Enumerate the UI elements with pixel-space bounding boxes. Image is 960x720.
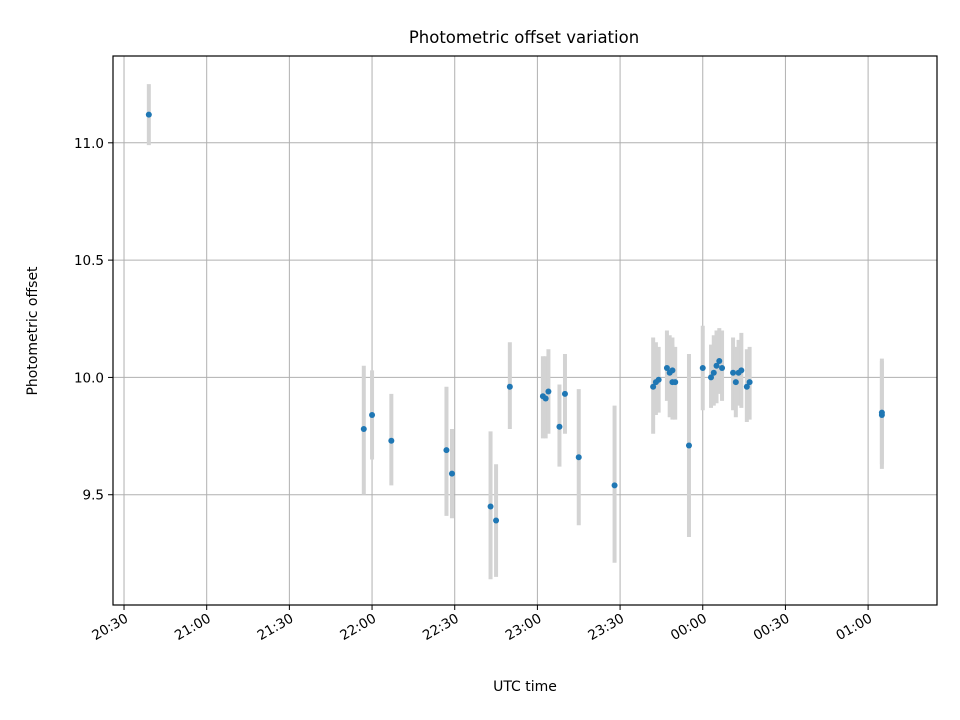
data-point: [561, 390, 568, 397]
data-point: [493, 517, 500, 524]
data-point: [487, 503, 494, 510]
y-axis-title: Photometric offset: [25, 266, 41, 396]
data-point: [145, 111, 152, 118]
data-point: [685, 442, 692, 449]
data-point: [443, 447, 450, 454]
y-tick-label: 10.5: [74, 253, 104, 269]
x-axis-title: UTC time: [493, 679, 557, 695]
data-point: [732, 379, 739, 386]
data-point: [556, 423, 563, 430]
data-point: [388, 437, 395, 444]
plot-frame: [112, 55, 938, 606]
data-point: [663, 365, 670, 372]
data-point: [716, 358, 723, 364]
y-tick-label: 9.5: [83, 488, 104, 504]
data-point: [746, 379, 753, 386]
data-point: [650, 383, 657, 390]
data-points: [145, 111, 885, 524]
grid-lines: [113, 56, 937, 605]
data-point: [575, 454, 582, 461]
y-tick-label: 10.0: [74, 370, 104, 386]
data-point: [713, 362, 720, 369]
data-point: [719, 365, 726, 372]
data-point: [878, 409, 885, 416]
data-point: [672, 379, 679, 386]
data-point: [369, 411, 376, 418]
data-point: [545, 388, 552, 395]
data-point: [738, 367, 745, 374]
data-point: [448, 470, 455, 477]
data-point: [655, 376, 662, 383]
data-point: [542, 395, 549, 402]
y-tick-label: 11.0: [74, 136, 104, 152]
data-point: [710, 369, 717, 376]
data-point: [699, 365, 706, 372]
data-point: [360, 426, 367, 433]
data-point: [708, 374, 715, 381]
chart-title: Photometric offset variation: [409, 28, 639, 47]
data-point: [669, 367, 676, 374]
data-point: [506, 383, 513, 390]
data-point: [730, 369, 737, 376]
data-point: [611, 482, 618, 489]
data-point: [743, 383, 750, 390]
